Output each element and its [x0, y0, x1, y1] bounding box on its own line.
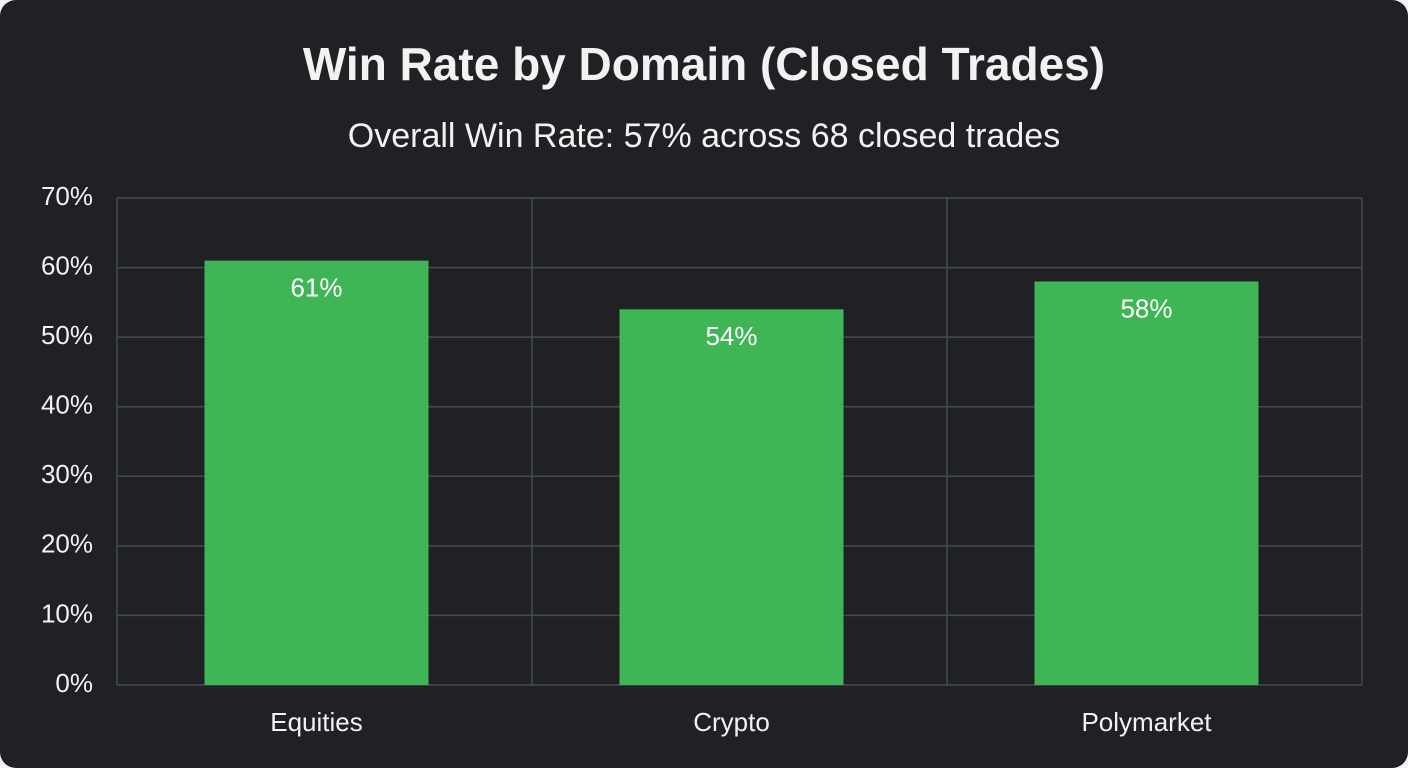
y-tick-label: 60% — [41, 250, 93, 280]
value-label: 58% — [1120, 293, 1172, 323]
chart-subtitle: Overall Win Rate: 57% across 68 closed t… — [348, 117, 1060, 155]
y-tick-label: 0% — [55, 668, 93, 698]
value-label: 61% — [290, 272, 342, 302]
x-tick-label: Equities — [270, 707, 363, 737]
bar — [619, 309, 844, 685]
y-tick-label: 10% — [41, 598, 93, 628]
y-tick-label: 20% — [41, 529, 93, 559]
chart-title: Win Rate by Domain (Closed Trades) — [303, 38, 1105, 90]
bar — [204, 260, 429, 685]
y-tick-label: 50% — [41, 320, 93, 350]
y-tick-label: 70% — [41, 181, 93, 211]
value-label: 54% — [705, 321, 757, 351]
y-tick-label: 40% — [41, 390, 93, 420]
bar — [1034, 281, 1259, 685]
x-tick-label: Polymarket — [1081, 707, 1212, 737]
y-tick-label: 30% — [41, 459, 93, 489]
x-tick-label: Crypto — [693, 707, 770, 737]
